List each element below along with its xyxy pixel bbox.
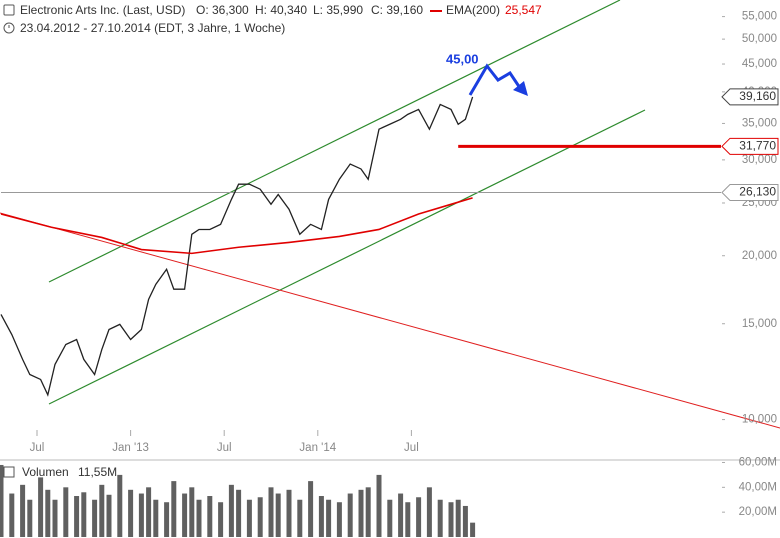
level-box xyxy=(721,184,779,202)
header-low: L: 35,990 xyxy=(313,3,363,17)
y-tick-label: 50,000 xyxy=(742,33,777,45)
volume-bar xyxy=(246,499,252,537)
y-tick-label: 20,00M xyxy=(739,506,777,518)
volume-bar xyxy=(470,522,476,537)
y-tick-label: 30,000 xyxy=(742,154,777,166)
y-tick-label: 40,00M xyxy=(739,481,777,493)
icons xyxy=(3,4,15,34)
volume-bar xyxy=(74,496,80,537)
volume-bar xyxy=(228,484,234,537)
series-line xyxy=(0,197,473,255)
volume-bar xyxy=(182,493,188,537)
level-box xyxy=(721,88,779,106)
volume-bar xyxy=(218,502,224,537)
volume-bar xyxy=(52,499,58,537)
y-tick-label: 10,000 xyxy=(742,414,777,426)
volume-bar xyxy=(398,493,404,537)
volume-bar xyxy=(387,499,393,537)
volume-bar xyxy=(27,499,33,537)
volume-bar xyxy=(117,474,123,537)
header-high: H: 40,340 xyxy=(255,3,307,17)
x-tick-label: Jan '13 xyxy=(112,442,149,454)
volume-bar xyxy=(236,489,242,537)
volume-bar xyxy=(146,487,152,537)
x-tick-label: Jul xyxy=(404,442,419,454)
arrow-head xyxy=(513,81,528,96)
volume-bar xyxy=(171,481,177,537)
volume-bar xyxy=(376,474,382,537)
y-tick-label: 20,000 xyxy=(742,250,777,262)
level-label: 39,160 xyxy=(739,89,776,103)
header-close: C: 39,160 xyxy=(371,3,423,17)
trend-line xyxy=(48,109,646,405)
volume-bar xyxy=(257,497,263,537)
volume-bar xyxy=(437,499,443,537)
y-tick-label: 15,000 xyxy=(742,318,777,330)
volume-bar xyxy=(347,493,353,537)
y-tick-label: 45,000 xyxy=(742,58,777,70)
volume-bar xyxy=(0,464,4,537)
volume-bar xyxy=(20,484,26,537)
forecast-arrow xyxy=(468,63,522,96)
volume-bar xyxy=(99,484,105,537)
volume-value: 11,55M xyxy=(78,465,117,479)
volume-title: Volumen xyxy=(22,465,69,479)
volume-bar xyxy=(63,487,69,537)
y-tick-label: 55,000 xyxy=(742,11,777,23)
volume-bar xyxy=(426,487,432,537)
volume-bar xyxy=(128,489,134,537)
level-box xyxy=(721,137,779,155)
volume-bar xyxy=(365,487,371,537)
volume-bar xyxy=(153,499,159,537)
volume-icon xyxy=(3,466,15,478)
volume-bar xyxy=(92,499,98,537)
trend-line xyxy=(0,212,780,429)
clock-icon xyxy=(3,22,15,34)
trend-line xyxy=(48,0,621,283)
chart-subtitle: 23.04.2012 - 27.10.2014 (EDT, 3 Jahre, 1… xyxy=(20,21,285,35)
volume-bar xyxy=(196,499,202,537)
chart-title: Electronic Arts Inc. (Last, USD) xyxy=(20,3,185,17)
volume-bar xyxy=(308,481,314,537)
volume-bar xyxy=(106,494,112,537)
level-label: 26,130 xyxy=(739,185,776,199)
volume-bar xyxy=(286,489,292,537)
volume-bar xyxy=(358,489,364,537)
x-tick-label: Jan '14 xyxy=(299,442,336,454)
volume-bar xyxy=(416,497,422,537)
header-open: O: 36,300 xyxy=(196,3,249,17)
volume-bar xyxy=(462,505,468,537)
y-tick-label: 60,00M xyxy=(739,457,777,469)
y-tick-label: 35,000 xyxy=(742,117,777,129)
volume-bar xyxy=(45,489,51,537)
volume-bar xyxy=(297,499,303,537)
volume-bar xyxy=(138,493,144,537)
level-label: 31,770 xyxy=(739,139,776,153)
volume-bar xyxy=(448,502,454,537)
x-tick-label: Jul xyxy=(217,442,232,454)
volume-bar xyxy=(275,493,281,537)
volume-bar xyxy=(164,502,170,537)
volume-bar xyxy=(318,496,324,537)
annotation: 45,00 xyxy=(446,51,479,66)
volume-bar xyxy=(405,502,411,537)
volume-bar xyxy=(9,493,15,537)
volume-bar xyxy=(268,487,274,537)
volume-bar xyxy=(326,499,332,537)
chart-icon xyxy=(3,4,15,16)
x-tick-label: Jul xyxy=(30,442,45,454)
volume-bar xyxy=(81,492,87,537)
volume-bar xyxy=(336,502,342,537)
volume-bar xyxy=(38,477,44,537)
volume-bar xyxy=(455,499,461,537)
legend-entry: EMA(200) xyxy=(446,3,500,17)
volume-bar xyxy=(207,496,213,537)
series-line xyxy=(0,96,474,397)
volume-bar xyxy=(189,487,195,537)
legend-value: 25,547 xyxy=(505,3,542,17)
